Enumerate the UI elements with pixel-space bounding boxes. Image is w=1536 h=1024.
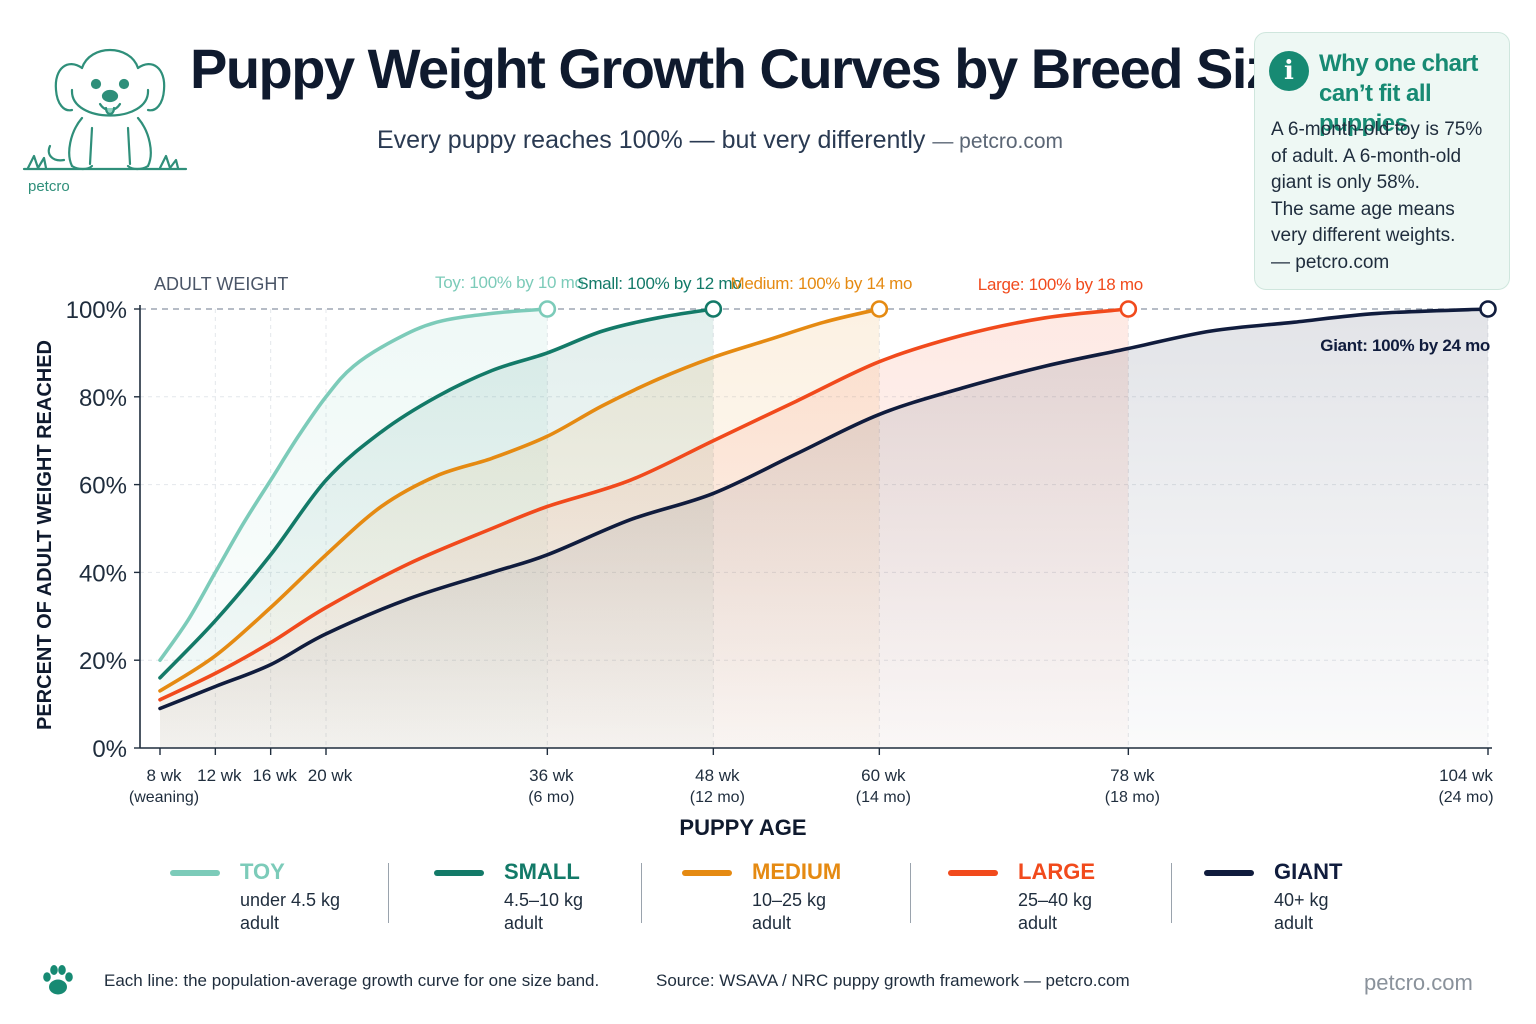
x-tick-sublabel: (weaning) [129, 789, 199, 806]
legend-swatch [682, 870, 732, 876]
x-tick-label: 48 wk [695, 766, 740, 785]
series-end-label-large: Large: 100% by 18 mo [978, 275, 1143, 294]
series-endpoint-small [704, 300, 723, 318]
subtitle-main: Every puppy reaches 100% — but very diff… [376, 126, 926, 154]
x-tick-label: 20 wk [308, 766, 353, 785]
x-tick-label: 60 wk [861, 766, 906, 785]
x-axis-title: PUPPY AGE [679, 815, 806, 840]
legend-swatch [434, 870, 484, 876]
info-line: A 6-month-old toy is 75% [1271, 119, 1483, 140]
series-end-label-medium: Medium: 100% by 14 mo [730, 274, 912, 293]
x-tick-label: 8 wk [147, 766, 182, 785]
y-tick-label: 100% [66, 297, 127, 324]
brand-logo: petcro [20, 28, 190, 198]
legend-name: MEDIUM [752, 859, 842, 884]
series-line-toy [158, 307, 550, 662]
x-tick-label: 104 wk [1439, 766, 1493, 785]
info-icon: i [1269, 51, 1309, 91]
y-tick-label: 20% [79, 648, 127, 675]
legend-desc: 10–25 kg adult [752, 890, 827, 933]
info-body: A 6-month-old toy is 75% of adult. A 6-m… [1271, 117, 1503, 276]
series-endpoint-giant [1479, 300, 1497, 318]
info-line: of adult. A 6-month-old [1271, 145, 1462, 167]
legend-desc: 4.5–10 kg adult [504, 890, 584, 933]
footer-source: Source: WSAVA / NRC puppy growth framewo… [656, 971, 1130, 990]
legend: TOY under 4.5 kg adult SMALL 4.5–10 kg adu… [0, 855, 1536, 945]
info-line: very different weights. [1271, 225, 1456, 246]
legend-divider [641, 863, 642, 923]
legend-name: TOY [240, 859, 285, 884]
legend-desc: 25–40 kg adult [1018, 890, 1093, 933]
legend-swatch [948, 870, 998, 876]
series-area-giant [160, 309, 1488, 748]
legend-name: LARGE [1018, 859, 1095, 884]
series-end-label-small: Small: 100% by 12 mo [577, 274, 741, 293]
x-tick-sublabel: (18 mo) [1105, 789, 1160, 806]
legend-divider [1171, 863, 1172, 923]
series-line-large [158, 307, 1131, 702]
reference-line-label: ADULT WEIGHT [154, 274, 288, 294]
x-tick-sublabel: (14 mo) [856, 789, 911, 806]
legend-divider [910, 863, 911, 923]
series-line-giant [158, 307, 1490, 711]
series-line-small [158, 307, 716, 680]
info-line: giant is only 58%. [1271, 172, 1420, 193]
x-tick-label: 16 wk [252, 766, 297, 785]
legend-swatch [1204, 870, 1254, 876]
legend-desc: under 4.5 kg adult [240, 890, 341, 933]
paw-icon [43, 965, 73, 995]
legend-name: GIANT [1274, 859, 1343, 884]
series-end-label-toy: Toy: 100% by 10 mo [435, 273, 584, 292]
page-subtitle: Every puppy reaches 100% — but very diff… [190, 126, 1250, 155]
series-endpoint-toy [538, 300, 557, 318]
y-tick-label: 40% [79, 560, 127, 587]
y-tick-label: 80% [79, 385, 127, 412]
x-tick-label: 36 wk [529, 766, 574, 785]
info-title: Why one chart can’t fit all puppies [1319, 50, 1478, 137]
x-tick-label: 78 wk [1110, 766, 1155, 785]
x-tick-sublabel: (6 mo) [528, 789, 574, 806]
legend-desc: 40+ kg adult [1274, 890, 1329, 933]
x-tick-sublabel: (12 mo) [690, 789, 745, 806]
y-tick-label: 0% [92, 736, 127, 763]
puppy-illustration-icon [22, 48, 188, 171]
info-line: The same age means [1271, 198, 1455, 220]
legend-name: SMALL [504, 859, 580, 884]
info-line: — petcro.com [1271, 251, 1390, 273]
y-axis-title: PERCENT OF ADULT WEIGHT REACHED [34, 340, 56, 730]
page-title: Puppy Weight Growth Curves by Breed Size [190, 37, 1304, 100]
series-line-medium [158, 307, 882, 693]
footer-site: petcro.com [1364, 970, 1473, 995]
series-endpoint-large [1119, 300, 1138, 318]
y-tick-label: 60% [79, 473, 127, 500]
legend-swatch [170, 870, 220, 876]
logo-text: petcro [28, 178, 70, 195]
growth-chart: ADULT WEIGHT 0% 20% 40% 60% 80% 100% 8 wk (weani… [34, 273, 1497, 840]
x-tick-sublabel: (24 mo) [1438, 789, 1493, 806]
legend-divider [388, 863, 389, 923]
x-tick-label: 12 wk [197, 766, 242, 785]
subtitle-site: — petcro.com [932, 130, 1064, 153]
series-endpoint-medium [870, 300, 889, 318]
series-end-label-giant: Giant: 100% by 24 mo [1320, 336, 1490, 355]
info-box: i Why one chart can’t fit all puppies A … [1254, 32, 1510, 290]
footer-note: Each line: the population-average growth… [104, 971, 600, 990]
